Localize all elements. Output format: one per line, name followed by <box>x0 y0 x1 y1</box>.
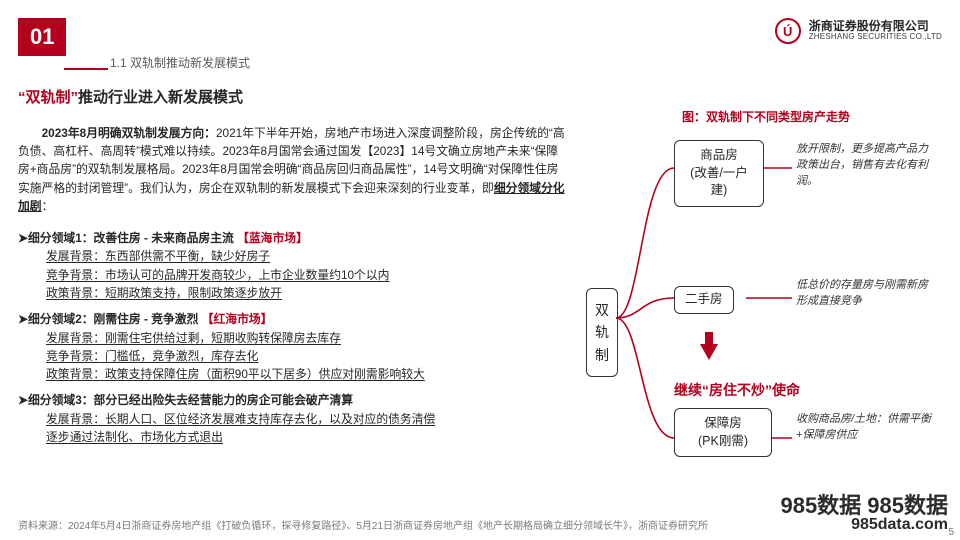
node1-line1: 商品房 <box>685 147 753 165</box>
breadcrumb: 1.1 双轨制推动新发展模式 <box>110 54 250 71</box>
segments-list: ➤ 细分领域1：改善住房 - 未来商品房主流 【蓝海市场】发展背景：东西部供需不… <box>18 229 566 446</box>
lead-after: ： <box>42 199 54 213</box>
down-arrow-icon <box>700 344 718 360</box>
bullet-arrow-icon: ➤ <box>18 310 28 328</box>
segment-line: 发展背景：长期人口、区位经济发展难支持库存去化，以及对应的债务清偿 <box>46 410 566 428</box>
section-number-badge: 01 <box>18 18 66 56</box>
segment-line: 竞争背景：门槛低，竞争激烈，库存去化 <box>46 347 566 365</box>
title-accent: “双轨制” <box>18 89 78 106</box>
page-number: 5 <box>948 527 954 538</box>
diagram-root-node: 双轨制 <box>586 288 618 377</box>
watermark-line1: 985数据 985数据 <box>780 494 948 517</box>
watermark: 985数据 985数据 985data.com <box>780 494 948 534</box>
segment-lines: 发展背景：刚需住宅供给过剩，短期收购转保障房去库存竞争背景：门槛低，竞争激烈，库… <box>46 329 566 384</box>
segment-lines: 发展背景：长期人口、区位经济发展难支持库存去化，以及对应的债务清偿逐步通过法制化… <box>46 410 566 447</box>
lead-paragraph: 2023年8月明确双轨制发展方向：2021年下半年开始，房地产市场进入深度调整阶… <box>18 124 566 215</box>
caption-affordable: 收购商品房/土地：供需平衡+保障房供应 <box>796 412 936 444</box>
segment-heading: ➤ 细分领域2：刚需住房 - 竞争激烈 【红海市场】 <box>18 310 566 328</box>
title-rest: 推动行业进入新发展模式 <box>78 89 243 106</box>
segment-lines: 发展背景：东西部供需不平衡，缺少好房子竞争背景：市场认可的品牌开发商较少，上市企… <box>46 247 566 302</box>
page-title: “双轨制”推动行业进入新发展模式 <box>18 86 243 107</box>
segment-line: 政策背景：短期政策支持，限制政策逐步放开 <box>46 284 566 302</box>
watermark-line2: 985data.com <box>851 517 948 534</box>
broker-logo-icon: Ú <box>775 18 801 44</box>
bullet-arrow-icon: ➤ <box>18 391 28 409</box>
segment-line: 竞争背景：市场认可的品牌开发商较少，上市企业数量约10个以内 <box>46 266 566 284</box>
mission-text: 继续“房住不炒”使命 <box>674 380 800 400</box>
segment-heading: ➤ 细分领域3：部分已经出险失去经营能力的房企可能会破产清算 <box>18 391 566 409</box>
diagram-node-commodity: 商品房 (改善/一户建) <box>674 140 764 207</box>
bullet-arrow-icon: ➤ <box>18 229 28 247</box>
footer-source: 资料来源：2024年5月4日浙商证券房地产组《打破负循环，探寻修复路径》、5月2… <box>18 517 708 532</box>
header: 01 Ú 浙商证券股份有限公司 ZHESHANG SECURITIES CO.,… <box>18 18 942 56</box>
broker-block: Ú 浙商证券股份有限公司 ZHESHANG SECURITIES CO.,LTD <box>775 18 942 44</box>
caption-commodity: 放开限制，更多提高产品力政策出台，销售有去化有利润。 <box>796 142 936 190</box>
broker-name-en: ZHESHANG SECURITIES CO.,LTD <box>809 33 942 42</box>
caption-secondhand: 低总价的存量房与刚需新房形成直接竞争 <box>796 278 936 310</box>
segment-heading: ➤ 细分领域1：改善住房 - 未来商品房主流 【蓝海市场】 <box>18 229 566 247</box>
node3-line1: 保障房 <box>685 415 761 433</box>
diagram-node-affordable: 保障房 (PK刚需) <box>674 408 772 457</box>
segment-line: 逐步通过法制化、市场化方式退出 <box>46 428 566 446</box>
body-left: 2023年8月明确双轨制发展方向：2021年下半年开始，房地产市场进入深度调整阶… <box>18 112 566 454</box>
segment-line: 政策背景：政策支持保障住房（面积90平以下居多）供应对刚需影响较大 <box>46 365 566 383</box>
segment-line: 发展背景：刚需住宅供给过剩，短期收购转保障房去库存 <box>46 329 566 347</box>
node3-line2: (PK刚需) <box>685 433 761 451</box>
node1-line2: (改善/一户建) <box>685 165 753 200</box>
diagram: 图：双轨制下不同类型房产走势 双轨制 商品房 (改善/一户建) 放开限制，更多提… <box>586 108 946 488</box>
diagram-node-secondhand: 二手房 <box>674 286 734 314</box>
lead-bold: 2023年8月明确双轨制发展方向： <box>42 126 216 140</box>
segment-line: 发展背景：东西部供需不平衡，缺少好房子 <box>46 247 566 265</box>
